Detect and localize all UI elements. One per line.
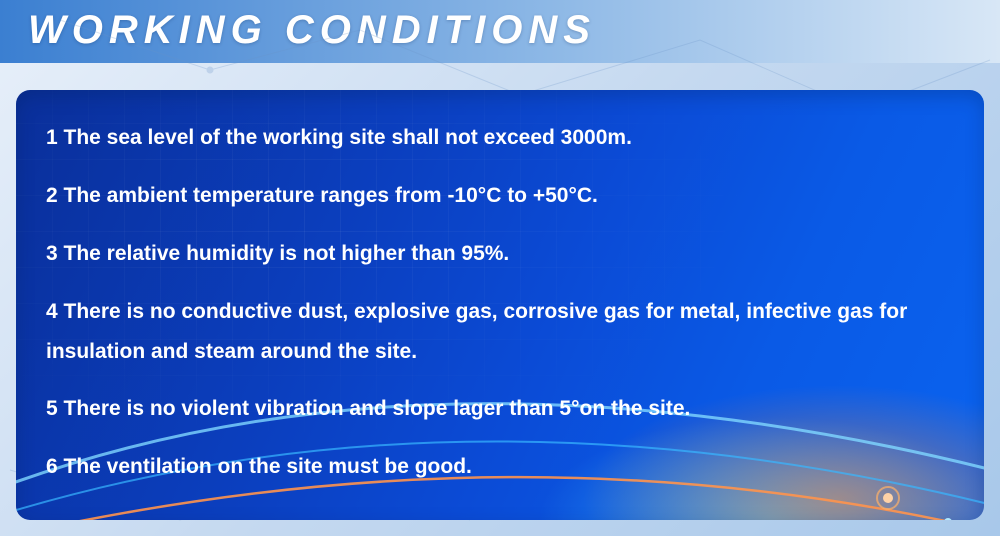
list-item: 1 The sea level of the working site shal…: [46, 118, 954, 158]
page-title: WORKING CONDITIONS: [28, 8, 972, 53]
list-item: 4 There is no conductive dust, explosive…: [46, 292, 954, 372]
list-item: 6 The ventilation on the site must be go…: [46, 447, 954, 487]
list-item: 3 The relative humidity is not higher th…: [46, 234, 954, 274]
list-item: 2 The ambient temperature ranges from -1…: [46, 176, 954, 216]
conditions-list: 1 The sea level of the working site shal…: [46, 118, 954, 487]
conditions-card: 1 The sea level of the working site shal…: [16, 90, 984, 520]
list-item: 5 There is no violent vibration and slop…: [46, 389, 954, 429]
title-bar: WORKING CONDITIONS: [0, 0, 1000, 63]
